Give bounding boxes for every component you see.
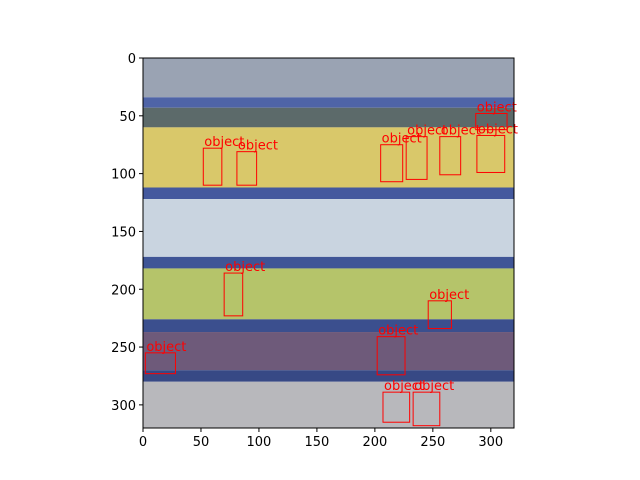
bounding-box bbox=[412, 391, 441, 427]
photo-region-top-shelf-stock bbox=[143, 58, 514, 98]
bounding-box bbox=[376, 336, 406, 376]
y-tick-label: 300 bbox=[111, 399, 136, 414]
x-tick-label: 0 bbox=[139, 435, 147, 450]
x-tick-label: 100 bbox=[247, 435, 272, 450]
y-axis: 0 50 100 150 200 250 300 bbox=[111, 52, 143, 414]
y-tick-label: 200 bbox=[111, 283, 136, 298]
bounding-box-label: object bbox=[384, 379, 424, 394]
photo-region-bottom-bins bbox=[143, 381, 514, 428]
bounding-box-label: object bbox=[407, 124, 447, 139]
x-axis: 0 50 100 150 200 250 300 bbox=[139, 428, 503, 450]
y-tick-label: 250 bbox=[111, 341, 136, 356]
x-tick-label: 150 bbox=[304, 435, 329, 450]
bounding-box-label: object bbox=[441, 124, 481, 139]
bounding-box-label: object bbox=[382, 132, 422, 147]
photo-region-shelf-edge-4 bbox=[143, 319, 514, 333]
y-tick-label: 0 bbox=[128, 52, 136, 67]
bounding-box bbox=[202, 147, 223, 186]
photo-region-product-row-2 bbox=[143, 199, 514, 257]
bounding-box bbox=[380, 144, 404, 183]
photo-region-shelf-edge-2 bbox=[143, 187, 514, 200]
bounding-box bbox=[382, 391, 411, 423]
bounding-box-label: object bbox=[477, 101, 517, 116]
x-tick-label: 250 bbox=[420, 435, 445, 450]
photo-region-back-wall-upper bbox=[143, 107, 514, 128]
axes-frame bbox=[142, 57, 515, 429]
bounding-box bbox=[476, 134, 506, 173]
bounding-box bbox=[475, 113, 508, 131]
photo-region-shelf-edge-1 bbox=[143, 97, 514, 108]
bounding-box bbox=[236, 151, 258, 186]
y-tick-label: 150 bbox=[111, 225, 136, 240]
photo-region-product-row-1 bbox=[143, 127, 514, 188]
bounding-box bbox=[144, 352, 176, 375]
bounding-box bbox=[223, 272, 244, 317]
x-tick-label: 200 bbox=[362, 435, 387, 450]
photo-region-product-row-4 bbox=[143, 332, 514, 371]
photo-region-shelf-edge-3 bbox=[143, 256, 514, 269]
bounding-box bbox=[427, 300, 452, 330]
bounding-box-label: object bbox=[238, 139, 278, 154]
x-tick-label: 50 bbox=[193, 435, 210, 450]
y-tick-label: 100 bbox=[111, 168, 136, 183]
x-tick-label: 300 bbox=[478, 435, 503, 450]
y-tick-label: 50 bbox=[119, 110, 136, 125]
bounding-box-label: object bbox=[378, 324, 418, 339]
bounding-box-label: object bbox=[225, 260, 265, 275]
photo-region-shelf-edge-5 bbox=[143, 370, 514, 382]
bounding-box bbox=[439, 136, 462, 176]
bounding-box-label: object bbox=[146, 340, 186, 355]
bounding-box-label: object bbox=[429, 288, 469, 303]
bounding-box bbox=[405, 136, 428, 180]
bounding-box-label: object bbox=[414, 379, 454, 394]
bounding-box-label: object bbox=[204, 135, 244, 150]
shelf-photo bbox=[143, 58, 514, 428]
photo-region-product-row-3 bbox=[143, 268, 514, 320]
